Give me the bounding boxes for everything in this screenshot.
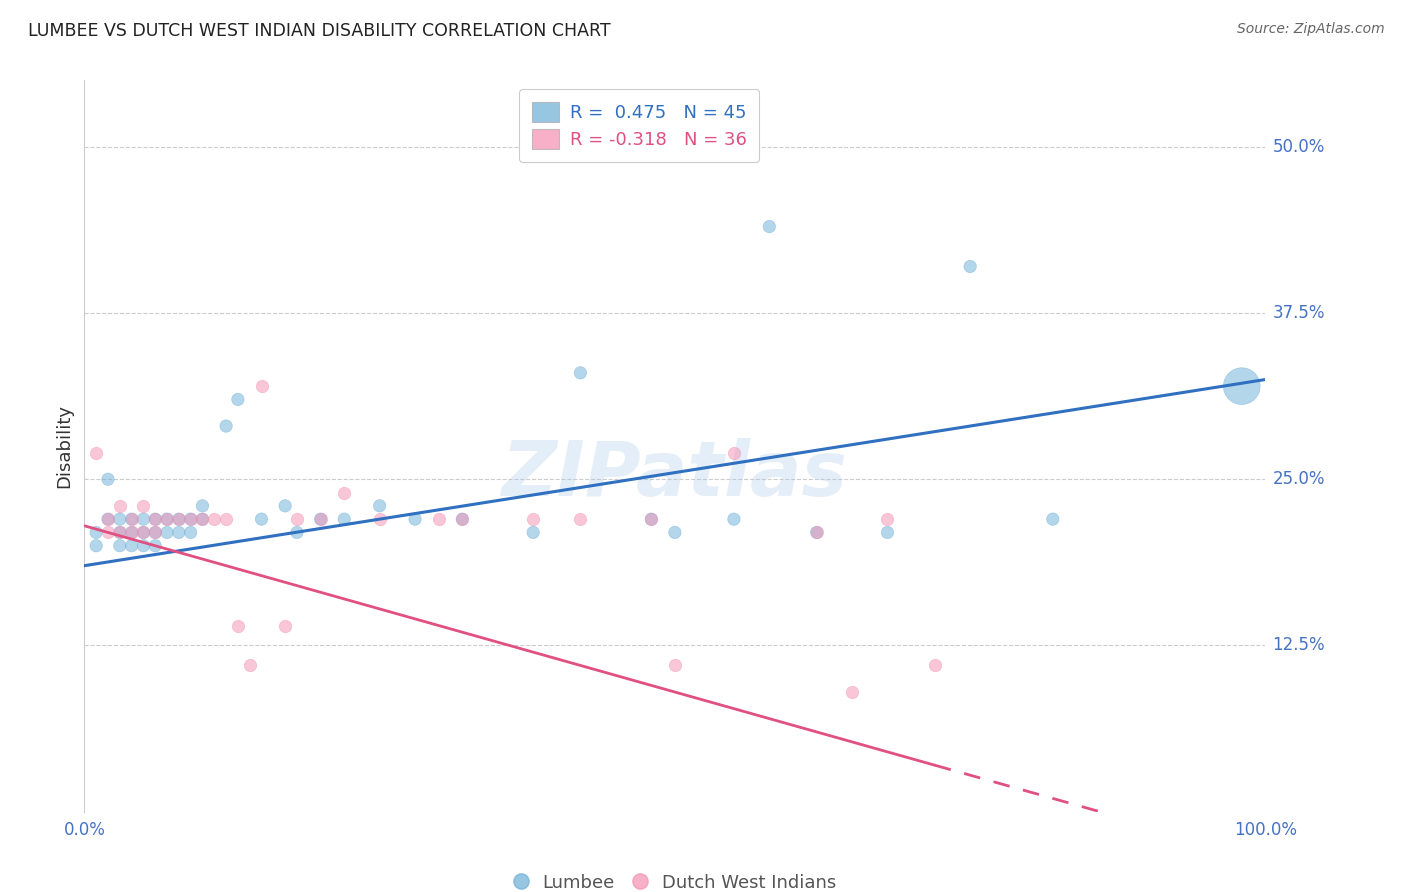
Point (640, 512, 662, 526)
Point (132, 499, 155, 513)
Point (876, 525, 898, 540)
Point (569, 512, 592, 526)
Point (143, 512, 166, 526)
Point (1042, 512, 1064, 526)
Point (250, 512, 273, 526)
Point (167, 512, 190, 526)
Text: LUMBEE VS DUTCH WEST INDIAN DISABILITY CORRELATION CHART: LUMBEE VS DUTCH WEST INDIAN DISABILITY C… (28, 22, 610, 40)
Point (121, 525, 143, 540)
Point (522, 512, 544, 526)
Point (180, 512, 202, 526)
Point (132, 525, 155, 540)
Point (191, 512, 214, 526)
Point (191, 499, 214, 513)
Point (806, 525, 828, 540)
Point (427, 512, 450, 526)
Point (226, 618, 249, 632)
Point (97, 525, 120, 540)
Text: 50.0%: 50.0% (1272, 137, 1324, 156)
Point (806, 525, 828, 540)
Point (368, 499, 391, 513)
Point (758, 219, 780, 234)
Point (143, 525, 166, 540)
Point (285, 512, 308, 526)
Point (121, 525, 143, 540)
Point (274, 499, 297, 513)
Point (226, 392, 249, 407)
Point (108, 499, 131, 513)
Point (309, 512, 332, 526)
Point (215, 419, 238, 434)
Text: 25.0%: 25.0% (1272, 470, 1324, 488)
Point (84, 539, 107, 553)
Point (202, 512, 225, 526)
Point (1230, 379, 1253, 393)
Point (191, 512, 214, 526)
Text: 37.5%: 37.5% (1272, 304, 1324, 322)
Point (180, 525, 202, 540)
Text: Source: ZipAtlas.com: Source: ZipAtlas.com (1237, 22, 1385, 37)
Point (333, 485, 356, 500)
Point (723, 512, 745, 526)
Point (108, 525, 131, 540)
Legend: Lumbee, Dutch West Indians: Lumbee, Dutch West Indians (505, 864, 845, 892)
Point (108, 539, 131, 553)
Point (876, 512, 898, 526)
Point (84, 445, 107, 459)
Point (156, 512, 179, 526)
Point (156, 525, 179, 540)
Point (167, 512, 190, 526)
Point (640, 512, 662, 526)
Point (132, 512, 155, 526)
Point (121, 512, 143, 526)
Point (143, 539, 166, 553)
Y-axis label: Disability: Disability (55, 404, 73, 488)
Point (451, 512, 474, 526)
Point (664, 525, 686, 540)
Point (309, 512, 332, 526)
Point (664, 658, 686, 673)
Point (156, 512, 179, 526)
Point (451, 512, 474, 526)
Point (180, 512, 202, 526)
Text: ZIPatlas: ZIPatlas (502, 438, 848, 512)
Point (108, 525, 131, 540)
Point (959, 260, 981, 274)
Point (285, 525, 308, 540)
Point (143, 525, 166, 540)
Point (132, 539, 155, 553)
Point (97, 472, 120, 486)
Point (250, 379, 273, 393)
Point (108, 512, 131, 526)
Point (404, 512, 426, 526)
Point (97, 512, 120, 526)
Point (333, 512, 356, 526)
Point (841, 685, 863, 699)
Point (569, 366, 592, 380)
Point (239, 658, 262, 673)
Point (274, 618, 297, 632)
Point (723, 445, 745, 459)
Point (143, 512, 166, 526)
Point (924, 658, 946, 673)
Point (368, 512, 391, 526)
Point (522, 525, 544, 540)
Point (167, 525, 190, 540)
Point (121, 539, 143, 553)
Point (121, 512, 143, 526)
Point (132, 525, 155, 540)
Point (97, 512, 120, 526)
Point (84, 525, 107, 540)
Point (215, 512, 238, 526)
Text: 12.5%: 12.5% (1272, 637, 1324, 655)
